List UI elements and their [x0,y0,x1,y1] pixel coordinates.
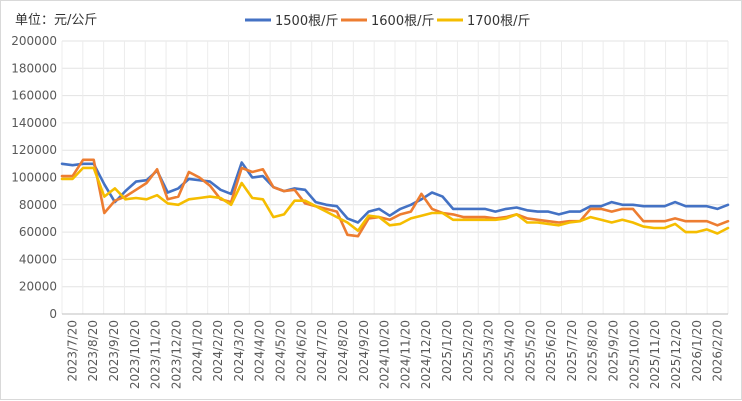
x-tick-label: 2025/1/20 [440,320,454,382]
y-tick-label: 120000 [11,143,57,157]
y-tick-label: 200000 [11,34,57,48]
x-tick-label: 2025/11/20 [648,320,662,389]
x-tick-label: 2023/8/20 [86,320,100,382]
x-tick-label: 2024/10/20 [378,320,392,389]
x-tick-label: 2024/2/20 [211,320,225,382]
x-tick-label: 2025/8/20 [586,320,600,382]
y-tick-label: 160000 [11,89,57,103]
y-tick-label: 0 [49,307,57,321]
unit-label: 单位：元/公斤 [15,13,98,28]
y-tick-label: 60000 [19,225,57,239]
x-tick-label: 2024/11/20 [398,320,412,389]
legend-label-2: 1600根/斤 [371,14,434,29]
x-tick-label: 2024/3/20 [232,320,246,382]
legend-label-3: 1700根/斤 [467,14,530,29]
x-tick-label: 2025/10/20 [627,320,641,389]
x-tick-label: 2024/12/20 [419,320,433,389]
x-tick-label: 2025/5/20 [523,320,537,382]
x-tick-label: 2023/7/20 [65,320,79,382]
x-tick-label: 2026/2/20 [711,320,725,382]
y-tick-label: 20000 [19,280,57,294]
series-line-3 [60,166,730,235]
y-tick-label: 40000 [19,252,57,266]
x-tick-label: 2024/1/20 [190,320,204,382]
x-tick-label: 2023/9/20 [107,320,121,382]
x-tick-label: 2023/10/20 [128,320,142,389]
x-tick-label: 2026/1/20 [690,320,704,382]
x-tick-label: 2024/4/20 [253,320,267,382]
x-tick-label: 2024/8/20 [336,320,350,382]
series-line-2 [60,158,730,238]
y-tick-label: 180000 [11,61,57,75]
x-tick-label: 2023/11/20 [149,320,163,389]
x-tick-label: 2025/9/20 [607,320,621,382]
y-tick-label: 100000 [11,171,57,185]
x-tick-label: 2024/5/20 [274,320,288,382]
y-tick-label: 80000 [19,198,57,212]
x-tick-label: 2025/3/20 [482,320,496,382]
x-tick-label: 2024/7/20 [315,320,329,382]
x-tick-label: 2023/12/20 [169,320,183,389]
series-line-1 [60,161,730,224]
x-tick-label: 2025/4/20 [502,320,516,382]
x-tick-label: 2025/6/20 [544,320,558,382]
x-tick-label: 2025/2/20 [461,320,475,382]
x-tick-label: 2024/6/20 [294,320,308,382]
x-tick-label: 2024/9/20 [357,320,371,382]
y-tick-label: 140000 [11,116,57,130]
x-tick-label: 2025/7/20 [565,320,579,382]
legend-label-1: 1500根/斤 [275,14,338,29]
x-tick-label: 2025/12/20 [669,320,683,389]
